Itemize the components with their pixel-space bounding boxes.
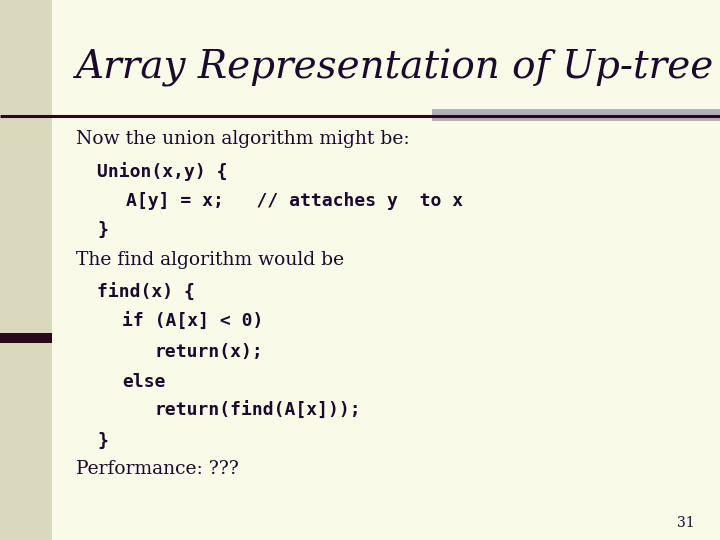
Text: if (A[x] < 0): if (A[x] < 0)	[122, 313, 264, 331]
Text: }: }	[97, 221, 108, 239]
Text: Performance: ???: Performance: ???	[76, 460, 238, 478]
Bar	[0, 333, 52, 343]
Text: The find algorithm would be: The find algorithm would be	[76, 251, 343, 269]
Bar	[432, 109, 720, 121]
Text: return(x);: return(x);	[155, 343, 264, 361]
Bar	[0, 0, 52, 540]
Text: }: }	[97, 432, 108, 450]
Text: else: else	[122, 373, 166, 390]
Text: 31: 31	[678, 516, 695, 530]
Text: A[y] = x;   // attaches y  to x: A[y] = x; // attaches y to x	[126, 192, 463, 210]
Text: return(find(A[x]));: return(find(A[x]));	[155, 402, 361, 420]
Text: Array Representation of Up-tree: Array Representation of Up-tree	[76, 49, 714, 86]
Text: Union(x,y) {: Union(x,y) {	[97, 162, 228, 181]
Text: Now the union algorithm might be:: Now the union algorithm might be:	[76, 130, 409, 147]
Text: find(x) {: find(x) {	[97, 284, 195, 301]
